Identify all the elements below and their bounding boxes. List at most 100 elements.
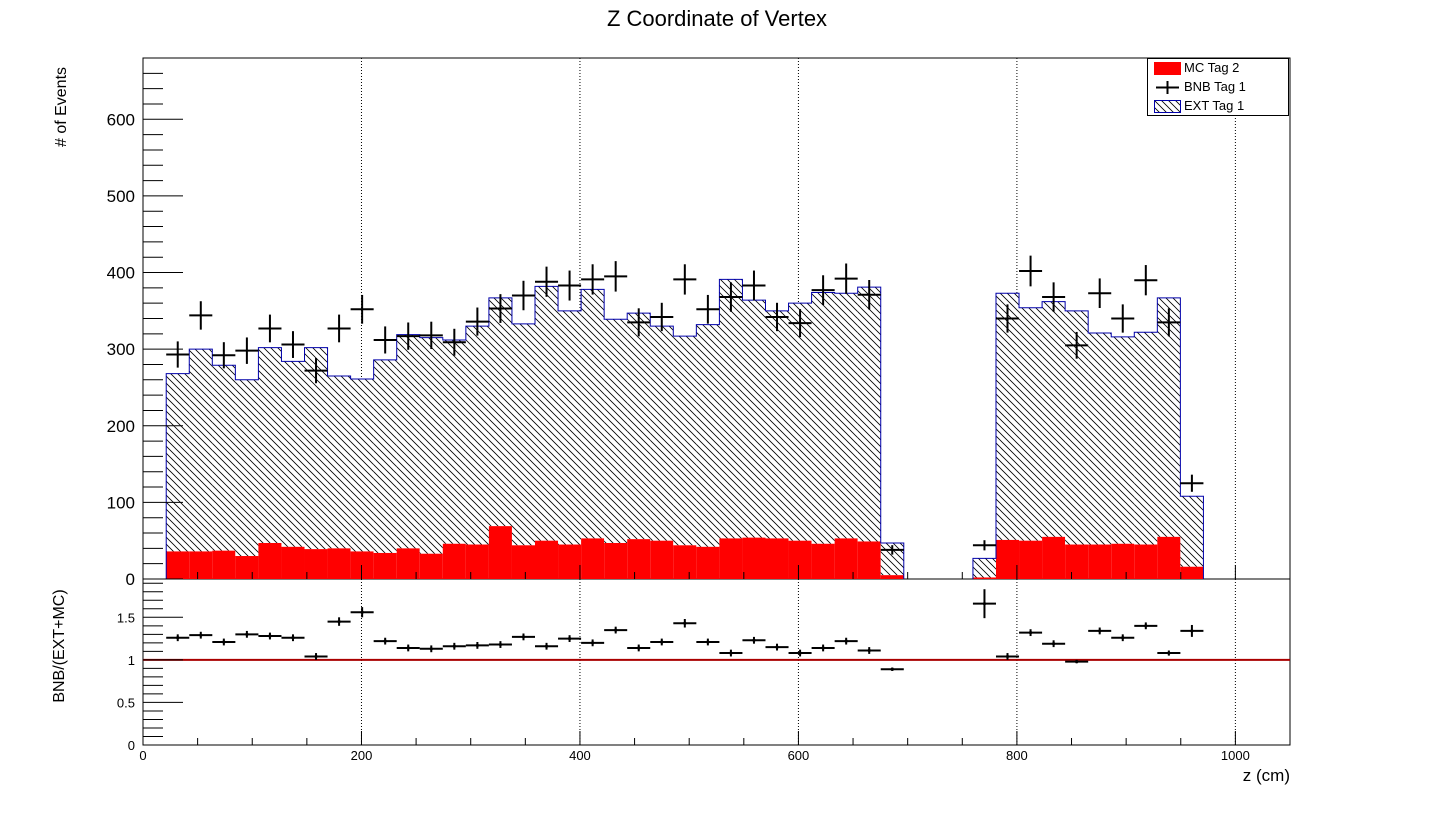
mc-bar xyxy=(350,551,374,579)
ratio-point xyxy=(258,632,282,640)
bnb-point xyxy=(419,321,443,350)
bnb-point xyxy=(465,307,489,336)
bnb-point xyxy=(1042,282,1066,312)
ext-bar xyxy=(1065,310,1089,545)
mc-bar xyxy=(212,550,236,579)
mc-bar xyxy=(765,538,789,579)
ratio-point xyxy=(304,653,328,660)
bnb-point xyxy=(834,263,858,294)
legend-item-bnb: BNB Tag 1 xyxy=(1148,78,1290,97)
ratio-marker xyxy=(775,645,779,649)
bnb-point xyxy=(1088,278,1112,309)
ext-bar xyxy=(488,297,512,527)
bottom-y-axis-label: BNB/(EXT+MC) xyxy=(51,589,68,703)
ext-bar xyxy=(166,373,190,552)
ext-bar xyxy=(396,334,420,549)
ratio-point xyxy=(673,619,697,628)
ext-bar xyxy=(350,379,374,552)
ratio-point xyxy=(373,637,397,645)
ext-bar xyxy=(327,375,351,549)
ratio-point xyxy=(765,643,789,651)
ratio-point xyxy=(811,644,835,652)
ratio-point xyxy=(1019,629,1043,637)
ratio-marker xyxy=(360,610,364,614)
mc-bar xyxy=(1019,540,1043,579)
legend: MC Tag 2 BNB Tag 1 EXT Tag 1 xyxy=(1147,58,1289,116)
ext-bar xyxy=(258,347,282,543)
ratio-point xyxy=(788,649,812,657)
legend-label-mc: MC Tag 2 xyxy=(1184,60,1240,75)
ratio-marker xyxy=(521,635,526,639)
ext-bar xyxy=(788,303,812,541)
mc-bar xyxy=(488,526,512,579)
ratio-point xyxy=(834,637,858,645)
ext-bar xyxy=(834,293,858,539)
bnb-point xyxy=(558,270,582,301)
mc-bar xyxy=(581,538,605,579)
ratio-marker xyxy=(683,621,687,625)
bnb-point xyxy=(742,270,766,301)
legend-item-ext: EXT Tag 1 xyxy=(1148,97,1290,116)
bnb-point xyxy=(327,314,351,343)
bottom-panel-frame xyxy=(142,578,1291,746)
ext-bar xyxy=(1180,496,1204,567)
ext-bar xyxy=(581,289,605,539)
ratio-marker xyxy=(798,651,802,655)
bottom-y-tick-label: 0.5 xyxy=(117,695,135,710)
ratio-marker xyxy=(383,639,387,643)
mc-bar xyxy=(995,539,1020,579)
ratio-marker xyxy=(452,644,456,648)
legend-label-ext: EXT Tag 1 xyxy=(1184,98,1245,113)
ratio-point xyxy=(235,630,259,638)
ratio-marker xyxy=(1005,654,1010,659)
ratio-marker xyxy=(544,644,549,648)
ratio-marker xyxy=(291,636,295,640)
mc-bar xyxy=(465,544,489,579)
legend-swatch-mc xyxy=(1154,62,1181,75)
mc-bar xyxy=(604,542,628,579)
ratio-marker xyxy=(729,651,733,655)
ext-bar xyxy=(1134,332,1158,545)
bnb-point xyxy=(880,545,904,555)
ratio-point xyxy=(995,653,1020,660)
ext-bar xyxy=(1088,333,1112,545)
ratio-marker xyxy=(222,640,226,644)
ratio-marker xyxy=(867,648,871,653)
bnb-point xyxy=(212,342,236,369)
top-plot-area xyxy=(165,58,1236,579)
bottom-y-tick-label: 1.5 xyxy=(117,610,135,625)
ratio-point xyxy=(1065,659,1089,664)
ext-bar xyxy=(972,558,996,578)
ratio-marker xyxy=(498,642,503,647)
ratio-marker xyxy=(268,634,272,638)
ext-bar xyxy=(696,324,720,547)
mc-bar xyxy=(719,538,743,579)
x-tick-label: 200 xyxy=(351,748,373,763)
ratio-point xyxy=(212,638,236,646)
ratio-marker xyxy=(1190,629,1194,633)
mc-bar xyxy=(442,543,466,579)
ext-bar xyxy=(535,286,559,541)
bnb-point xyxy=(857,279,881,310)
ratio-point xyxy=(189,631,213,639)
ratio-marker xyxy=(660,640,664,644)
ratio-point xyxy=(696,638,720,646)
ratio-marker xyxy=(821,646,825,650)
mc-bar xyxy=(627,539,651,579)
ext-bar xyxy=(673,336,697,546)
x-tick-label: 400 xyxy=(569,748,591,763)
ratio-marker xyxy=(1052,642,1056,646)
ratio-point xyxy=(650,638,674,646)
bnb-point xyxy=(1065,331,1089,359)
bnb-point xyxy=(1019,255,1043,287)
mc-bar xyxy=(327,548,351,579)
mc-bar xyxy=(258,542,282,579)
bnb-point xyxy=(995,304,1020,333)
ratio-point xyxy=(627,644,651,652)
bnb-point xyxy=(604,261,628,292)
top-y-tick-label: 400 xyxy=(107,264,135,283)
ratio-marker xyxy=(475,643,479,648)
x-tick-label: 800 xyxy=(1006,748,1028,763)
top-y-tick-label: 300 xyxy=(107,340,135,359)
ratio-point xyxy=(511,633,536,641)
